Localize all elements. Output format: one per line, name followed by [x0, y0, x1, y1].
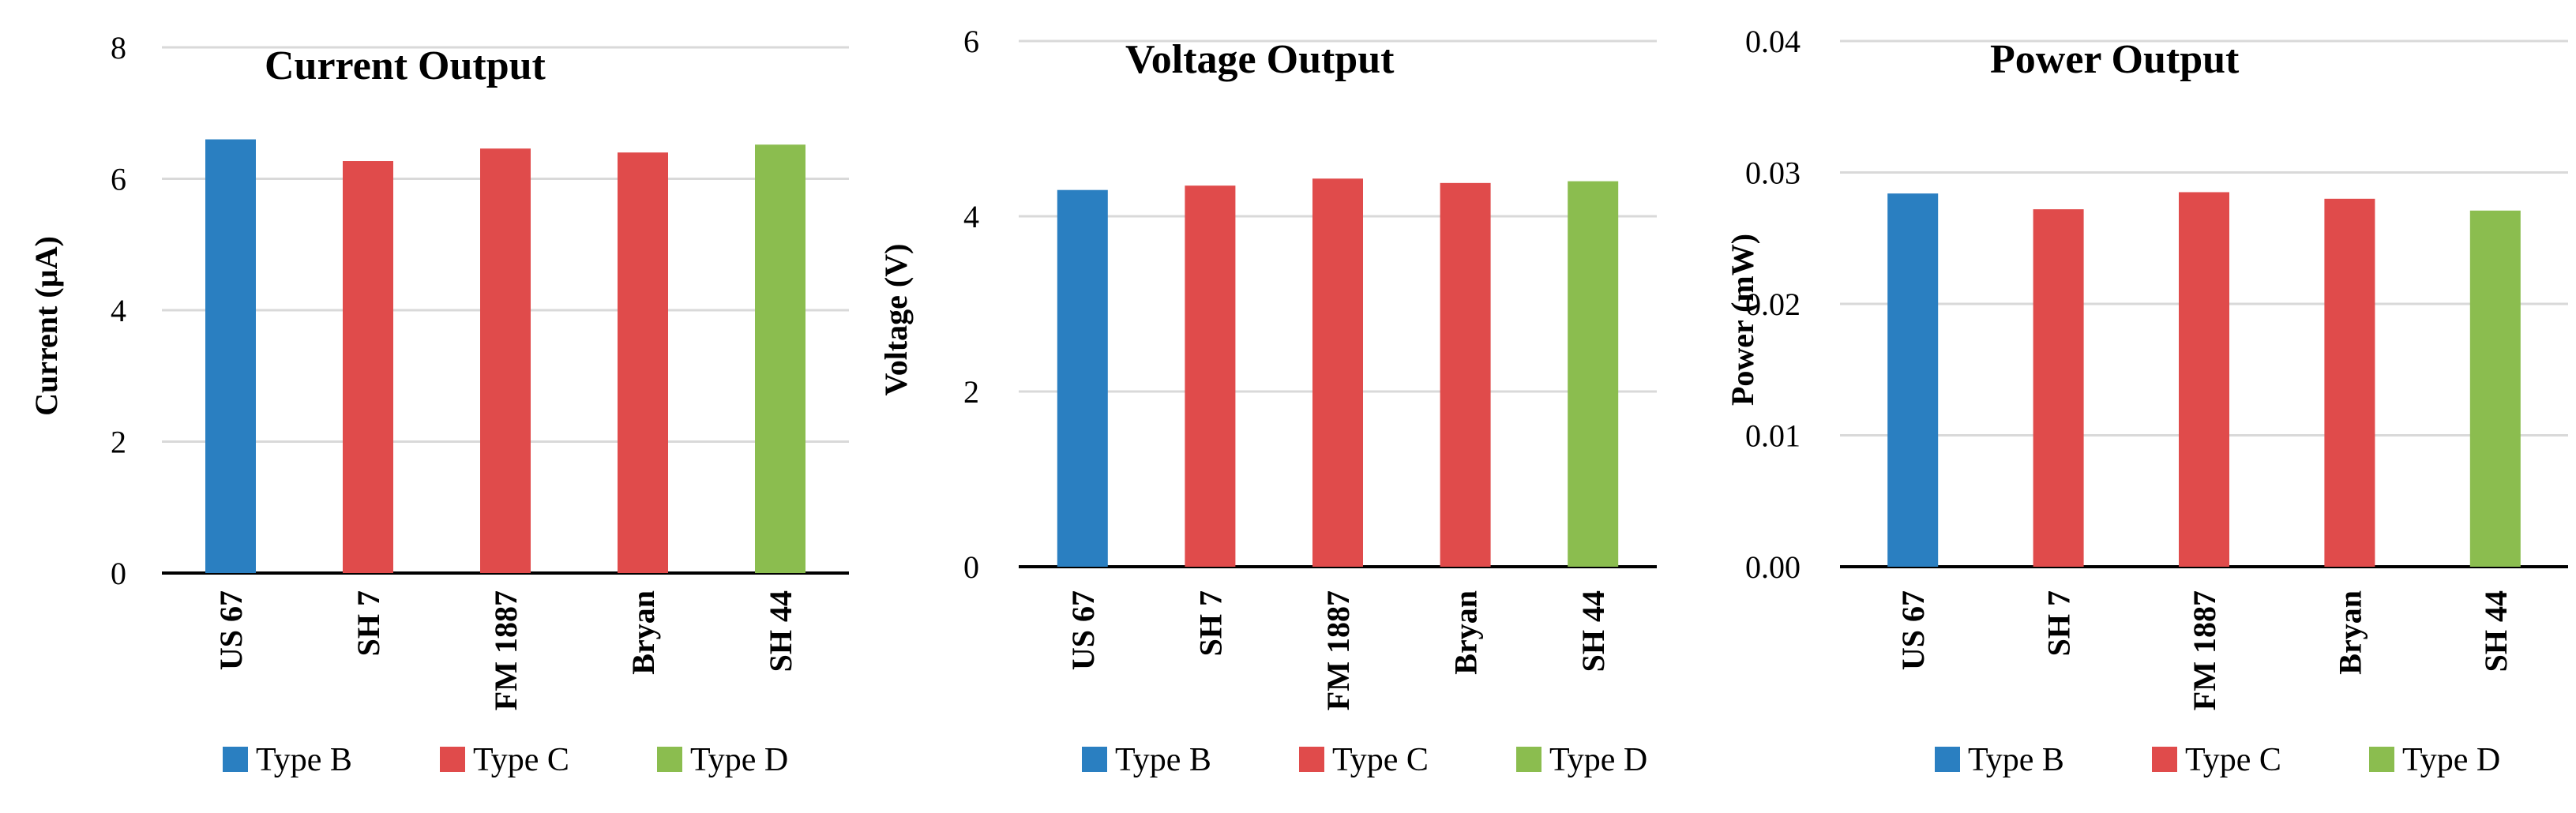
y-axis-title: Voltage (V): [878, 244, 914, 396]
legend-label: Type C: [1332, 742, 1429, 778]
legend-swatch: [2369, 747, 2394, 772]
y-tick-label: 2: [111, 425, 126, 460]
bar: [480, 148, 531, 573]
x-tick-label: SH 7: [351, 590, 386, 656]
power-output-chart: 0.00 0.01 0.02 0.03 0.04 US 67 SH 7 FM 1887 Brya…: [1725, 24, 2568, 778]
y-tick-label: 0.00: [1745, 549, 1801, 585]
x-tick-label: FM 1887: [2187, 590, 2222, 710]
chart-title: Voltage Output: [1125, 37, 1395, 82]
x-tick-label: SH 7: [1192, 590, 1228, 656]
x-tick-label: US 67: [1065, 590, 1101, 670]
legend-label: Type D: [1549, 742, 1647, 778]
y-tick-label: 0: [111, 556, 126, 591]
x-tick-label: Bryan: [1448, 590, 1484, 675]
chart-title: Current Output: [265, 43, 546, 88]
x-tick-label: US 67: [1895, 590, 1931, 670]
x-tick-label: SH 44: [763, 590, 798, 672]
legend-label: Type C: [2185, 742, 2281, 778]
current-output-chart: 0 2 4 6 8 US 67 SH 7 FM 1887 Bryan SH 44 Current (…: [28, 30, 849, 778]
legend-swatch: [657, 747, 682, 772]
y-tick-label: 0.03: [1745, 155, 1801, 191]
y-tick-label: 2: [963, 374, 979, 410]
legend-swatch: [1299, 747, 1324, 772]
y-tick-label: 0.01: [1745, 418, 1801, 454]
y-tick-label: 0: [963, 549, 979, 585]
legend-label: Type B: [256, 742, 352, 778]
bar: [1887, 193, 1939, 567]
x-tick-label: SH 7: [2041, 590, 2077, 656]
bar: [618, 152, 668, 573]
x-tick-label: US 67: [213, 590, 249, 670]
bar: [1568, 181, 1619, 567]
bar: [205, 139, 256, 574]
voltage-output-chart: 0 2 4 6 US 67 SH 7 FM 1887 Bryan SH 44 Voltage (V…: [878, 24, 1657, 778]
legend-label: Type B: [1115, 742, 1211, 778]
x-tick-label: FM 1887: [1320, 590, 1356, 710]
bar: [2324, 198, 2375, 568]
x-tick-label: SH 44: [2478, 590, 2514, 672]
legend-label: Type C: [473, 742, 569, 778]
legend-swatch: [1082, 747, 1107, 772]
bar: [2179, 192, 2229, 567]
x-tick-label: FM 1887: [488, 590, 524, 710]
legend-swatch: [440, 747, 465, 772]
y-axis-title: Current (µA): [28, 236, 64, 416]
y-tick-label: 6: [111, 162, 126, 197]
legend-label: Type B: [1968, 742, 2064, 778]
x-tick-label: Bryan: [625, 590, 661, 675]
bar: [1312, 178, 1363, 567]
legend-swatch: [1516, 747, 1541, 772]
legend-label: Type D: [2402, 742, 2500, 778]
bar: [343, 161, 393, 573]
bar: [2033, 209, 2084, 567]
y-tick-label: 4: [111, 293, 126, 328]
x-tick-label: SH 44: [1575, 590, 1611, 672]
bar: [755, 144, 805, 573]
y-tick-label: 4: [963, 199, 979, 234]
legend-swatch: [223, 747, 248, 772]
y-tick-label: 8: [111, 30, 126, 66]
legend-label: Type D: [690, 742, 788, 778]
bar: [1440, 182, 1491, 567]
x-tick-label: Bryan: [2332, 590, 2368, 675]
bar: [1057, 189, 1108, 567]
y-tick-label: 0.02: [1745, 287, 1801, 322]
chart-title: Power Output: [1990, 37, 2240, 82]
y-tick-label: 6: [963, 24, 979, 59]
y-tick-label: 0.04: [1745, 24, 1801, 59]
y-axis-title: Power (mW): [1725, 234, 1760, 406]
bar: [2469, 210, 2521, 567]
bar: [1185, 185, 1236, 567]
legend-swatch: [2152, 747, 2177, 772]
legend-swatch: [1935, 747, 1960, 772]
